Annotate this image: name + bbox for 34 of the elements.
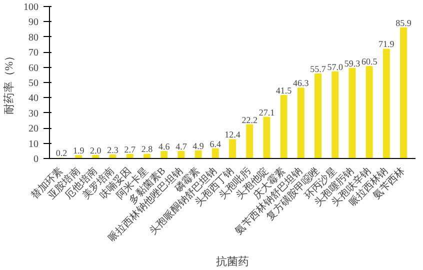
data-label: 85.9 <box>396 18 412 28</box>
data-label: 1.9 <box>72 146 85 156</box>
data-label: 0.2 <box>56 148 68 158</box>
y-axis-title: 耐药率（%） <box>2 50 16 115</box>
y-tick-label: 90 <box>28 17 38 28</box>
data-label: 12.4 <box>224 130 241 140</box>
data-label: 2.0 <box>90 145 102 156</box>
data-label: 4.7 <box>176 141 188 152</box>
data-label: 4.9 <box>192 141 204 152</box>
y-tick-label: 0 <box>34 154 38 165</box>
data-label: 2.3 <box>107 145 119 156</box>
y-tick-label: 60 <box>28 62 38 74</box>
y-tick-label: 70 <box>28 48 38 59</box>
data-label: 2.7 <box>124 144 136 154</box>
data-label: 59.3 <box>344 58 361 68</box>
data-label: 57.0 <box>327 62 344 72</box>
data-label: 27.1 <box>258 107 275 118</box>
x-axis-title: 抗菌药 <box>216 254 249 268</box>
data-label: 71.9 <box>378 39 395 50</box>
data-label: 60.5 <box>361 56 378 67</box>
y-tick-label: 100 <box>24 2 38 13</box>
y-tick-label: 40 <box>28 93 38 104</box>
data-label: 46.3 <box>293 78 310 88</box>
y-tick-label: 30 <box>28 108 38 120</box>
data-label: 4.6 <box>158 142 170 152</box>
y-tick-label: 10 <box>28 138 38 150</box>
data-label: 6.4 <box>210 138 222 149</box>
data-label: 55.7 <box>310 64 326 74</box>
data-label: 2.8 <box>141 144 154 154</box>
y-tick-label: 20 <box>28 124 38 135</box>
data-label: 22.2 <box>242 114 258 125</box>
y-tick-label: 50 <box>28 78 38 89</box>
data-label: 41.5 <box>276 85 292 96</box>
y-tick-label: 80 <box>28 32 38 44</box>
